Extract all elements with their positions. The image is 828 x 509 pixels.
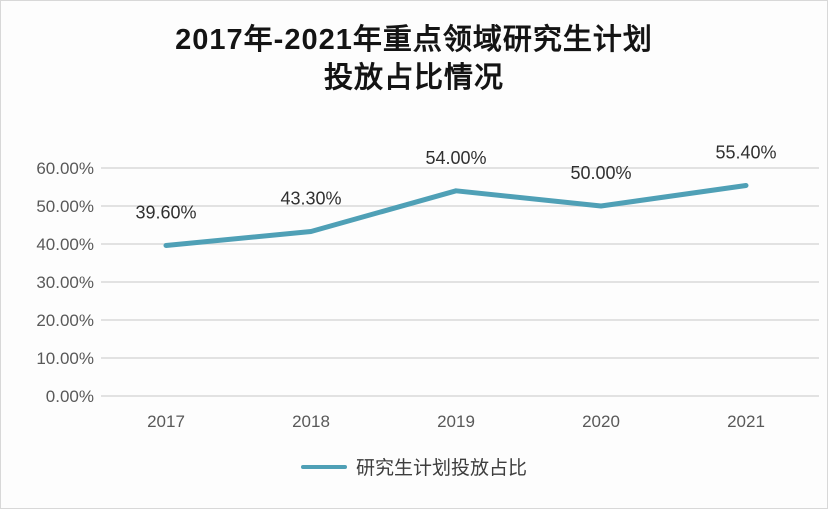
y-axis-label: 50.00%: [36, 197, 94, 216]
chart-title: 2017年-2021年重点领域研究生计划 投放占比情况: [1, 21, 827, 97]
chart-title-line2: 投放占比情况: [323, 62, 504, 94]
y-axis-label: 20.00%: [36, 311, 94, 330]
y-axis-label: 40.00%: [36, 235, 94, 254]
x-axis-label: 2019: [437, 412, 475, 431]
legend-line-marker: [300, 464, 347, 469]
data-label: 43.30%: [280, 188, 341, 208]
data-label: 50.00%: [570, 163, 631, 183]
data-label: 39.60%: [135, 203, 196, 223]
y-axis-label: 0.00%: [46, 387, 94, 406]
legend-label: 研究生计划投放占比: [355, 458, 527, 479]
x-axis-label: 2017: [147, 412, 185, 431]
x-axis-label: 2018: [292, 412, 330, 431]
chart-title-line1: 2017年-2021年重点领域研究生计划: [175, 24, 653, 56]
data-label: 54.00%: [425, 148, 486, 168]
y-axis-label: 10.00%: [36, 349, 94, 368]
data-label: 55.40%: [715, 142, 776, 162]
legend: 研究生计划投放占比: [1, 453, 827, 480]
y-axis-label: 60.00%: [36, 159, 94, 178]
x-axis-label: 2021: [727, 412, 765, 431]
y-axis-label: 30.00%: [36, 273, 94, 292]
x-axis-label: 2020: [582, 412, 620, 431]
series-line: [163, 183, 749, 248]
